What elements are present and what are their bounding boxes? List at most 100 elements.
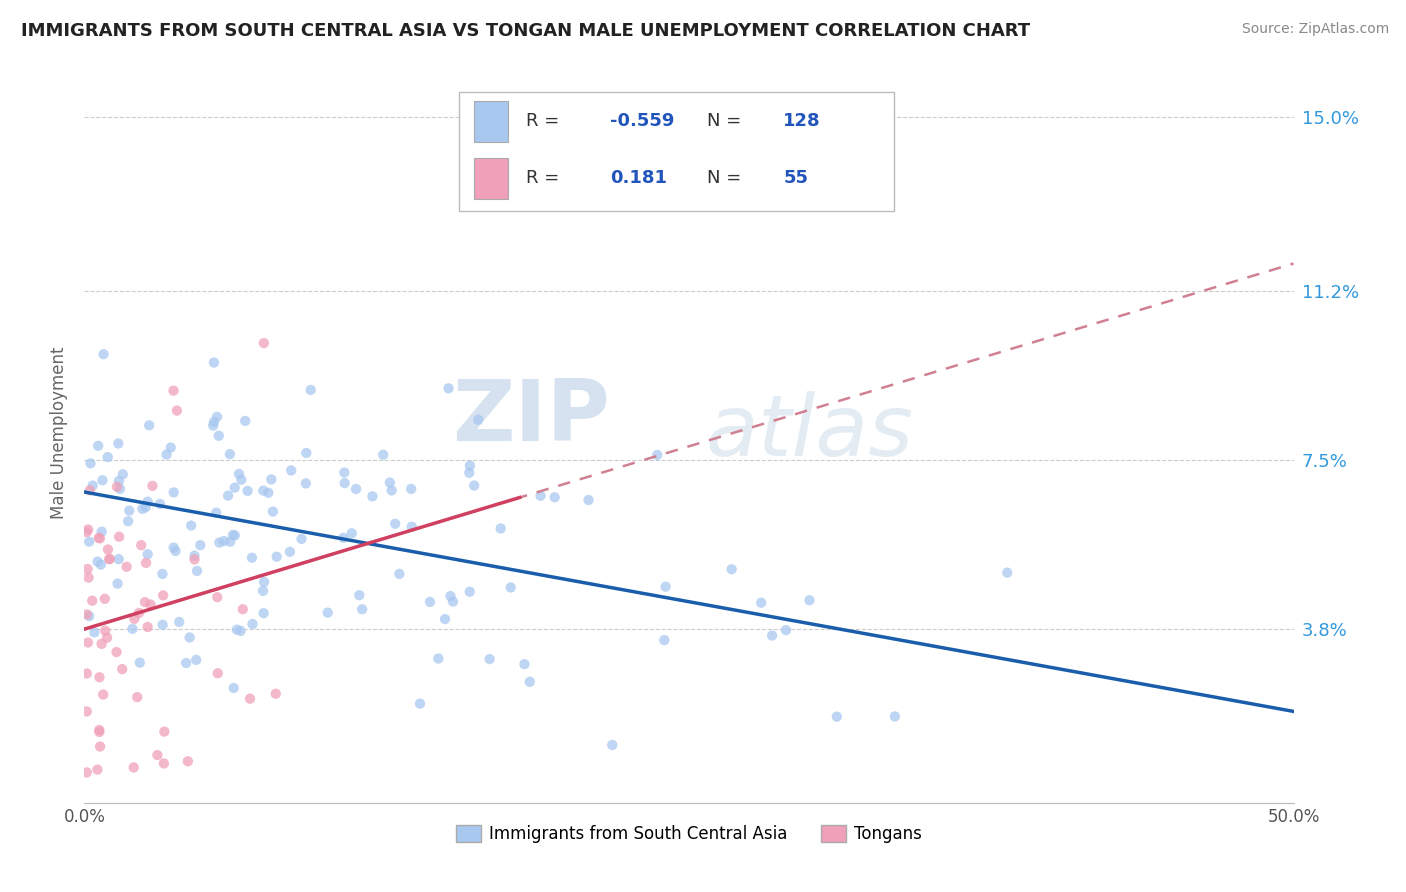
Point — [441, 594, 464, 608]
Point — [186, 653, 208, 667]
Point — [167, 615, 190, 629]
Point — [149, 497, 172, 511]
Point — [645, 448, 668, 462]
Point — [136, 494, 159, 508]
Point — [252, 583, 274, 598]
Point — [340, 526, 363, 541]
Point — [799, 593, 821, 607]
Point — [111, 467, 134, 482]
Point — [409, 697, 432, 711]
Point — [361, 489, 384, 503]
Point — [262, 505, 284, 519]
Point — [128, 656, 150, 670]
Point — [253, 574, 276, 589]
Point — [232, 602, 254, 616]
Point — [97, 542, 120, 557]
Point — [463, 478, 485, 492]
Point — [333, 466, 356, 480]
Point — [89, 532, 111, 546]
Point — [239, 691, 262, 706]
Point — [180, 518, 202, 533]
Point — [654, 633, 676, 648]
Point — [152, 566, 174, 581]
Point — [76, 705, 98, 719]
Point — [138, 418, 160, 433]
Point — [127, 690, 149, 705]
Point — [295, 476, 318, 491]
Point — [135, 556, 157, 570]
Point — [97, 450, 120, 464]
Point — [202, 415, 225, 429]
Point — [76, 524, 98, 539]
Point — [105, 645, 128, 659]
Point — [139, 598, 162, 612]
Text: R =: R = — [526, 169, 565, 187]
Y-axis label: Male Unemployment: Male Unemployment — [51, 346, 69, 519]
Point — [87, 531, 110, 545]
Point — [513, 657, 536, 672]
Point — [86, 555, 108, 569]
Point — [720, 562, 742, 576]
FancyBboxPatch shape — [474, 101, 508, 142]
Point — [90, 558, 112, 572]
FancyBboxPatch shape — [460, 92, 894, 211]
Point — [995, 566, 1018, 580]
Text: R =: R = — [526, 112, 565, 130]
Point — [825, 709, 848, 723]
Point — [519, 674, 541, 689]
Point — [212, 534, 235, 549]
Point — [76, 666, 98, 681]
Point — [87, 439, 110, 453]
Point — [458, 584, 481, 599]
Point — [141, 479, 163, 493]
Point — [89, 739, 111, 754]
Point — [252, 483, 274, 498]
Point — [458, 466, 481, 480]
Point — [163, 541, 186, 555]
Point — [749, 596, 772, 610]
Point — [600, 738, 623, 752]
Point — [252, 606, 274, 620]
Point — [122, 760, 145, 774]
Point — [883, 709, 905, 723]
Point — [242, 617, 264, 632]
Point — [163, 485, 186, 500]
Point — [91, 473, 114, 487]
Point — [543, 491, 565, 505]
Point — [290, 532, 312, 546]
Point — [775, 623, 797, 637]
Point — [77, 609, 100, 624]
Point — [105, 480, 128, 494]
Point — [76, 562, 98, 576]
Point — [136, 547, 159, 561]
Point — [135, 500, 157, 515]
Point — [260, 472, 283, 486]
Point — [76, 607, 98, 622]
Point — [433, 612, 456, 626]
Point — [162, 384, 184, 398]
Point — [146, 747, 169, 762]
Point — [467, 413, 489, 427]
Point — [499, 581, 522, 595]
Point — [401, 519, 423, 533]
Text: 55: 55 — [783, 169, 808, 187]
Point — [107, 436, 129, 450]
Point — [217, 489, 239, 503]
Point — [89, 670, 111, 684]
Point — [229, 624, 252, 638]
Point — [233, 414, 256, 428]
Point — [439, 589, 461, 603]
Point — [378, 475, 401, 490]
Point — [76, 765, 98, 780]
Point — [578, 493, 600, 508]
Point — [205, 506, 228, 520]
Point — [208, 535, 231, 549]
Point — [316, 606, 339, 620]
Point — [427, 651, 450, 665]
Text: 128: 128 — [783, 112, 821, 130]
Point — [228, 467, 250, 481]
Legend: Immigrants from South Central Asia, Tongans: Immigrants from South Central Asia, Tong… — [449, 819, 929, 850]
Text: -0.559: -0.559 — [610, 112, 675, 130]
Point — [278, 545, 301, 559]
Point — [153, 724, 176, 739]
